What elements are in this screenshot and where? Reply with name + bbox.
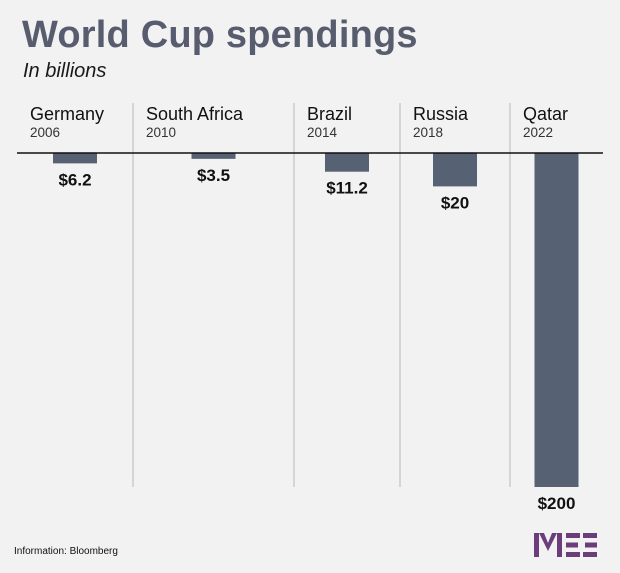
category-label: Brazil xyxy=(307,104,352,124)
category-year: 2022 xyxy=(523,125,553,140)
chart-subtitle: In billions xyxy=(23,60,107,82)
source-note: Information: Bloomberg xyxy=(14,546,118,557)
bar xyxy=(433,153,477,187)
category-year: 2006 xyxy=(30,125,60,140)
data-label: $11.2 xyxy=(326,179,368,198)
category-year: 2010 xyxy=(146,125,176,140)
category-year: 2018 xyxy=(413,125,443,140)
bar xyxy=(53,153,97,164)
chart-title: World Cup spendings xyxy=(22,14,418,56)
data-label: $3.5 xyxy=(197,166,230,185)
mee-logo xyxy=(534,533,597,557)
bar xyxy=(191,153,236,159)
bar xyxy=(325,153,369,172)
category-label: Germany xyxy=(30,104,104,124)
category-label: Qatar xyxy=(523,104,568,124)
category-label: South Africa xyxy=(146,104,244,124)
data-label: $20 xyxy=(441,193,469,212)
bar xyxy=(534,153,579,487)
data-label: $6.2 xyxy=(58,170,91,189)
category-label: Russia xyxy=(413,104,469,124)
data-label: $200 xyxy=(538,494,576,513)
category-year: 2014 xyxy=(307,125,338,140)
